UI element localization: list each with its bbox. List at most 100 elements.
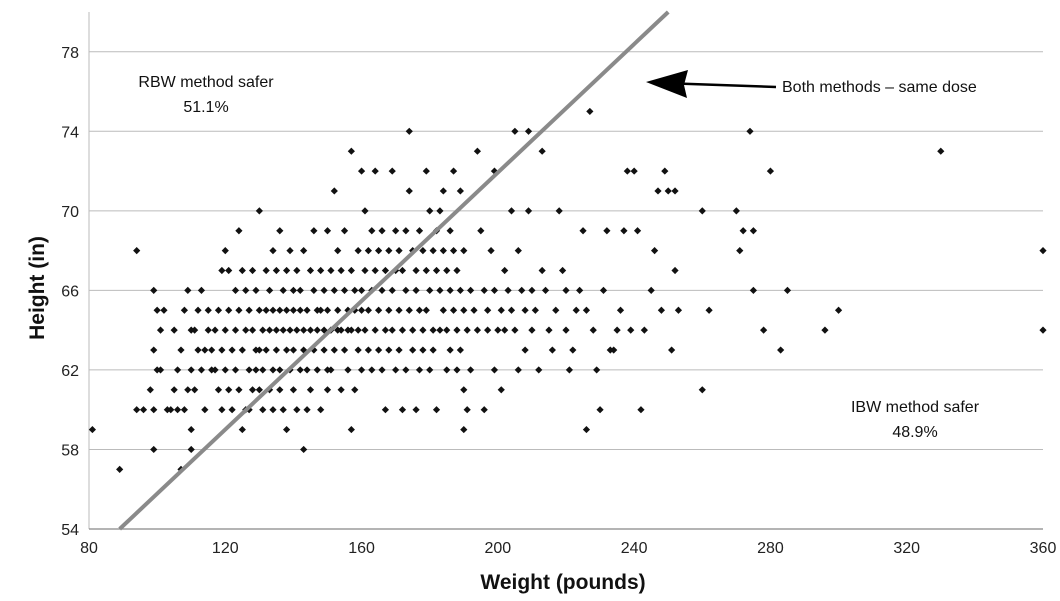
data-point: [139, 406, 148, 414]
data-point: [746, 127, 754, 135]
data-point: [231, 286, 240, 294]
data-point: [296, 366, 304, 374]
data-point: [524, 207, 533, 215]
data-point: [221, 366, 229, 374]
data-point: [276, 227, 284, 235]
data-point: [272, 326, 280, 334]
data-point: [303, 366, 311, 374]
data-point: [507, 207, 516, 215]
data-point: [116, 465, 124, 473]
data-point: [375, 247, 383, 255]
rbw-safer-label: RBW method safer: [138, 74, 274, 91]
data-point: [596, 406, 604, 414]
data-point: [204, 326, 212, 334]
data-point: [569, 346, 577, 354]
data-point: [167, 406, 175, 414]
data-point: [582, 306, 591, 314]
arrow-annotation: Both methods – same dose: [646, 70, 977, 98]
data-point: [422, 167, 430, 175]
data-point: [531, 306, 539, 314]
data-point: [521, 306, 529, 314]
data-point: [484, 326, 492, 334]
data-point: [173, 366, 182, 374]
data-point: [279, 286, 287, 294]
data-point: [760, 326, 768, 334]
data-point: [269, 366, 277, 374]
x-tick-labels: 80 120 160 200 240 280 320 360: [80, 540, 1056, 557]
data-point: [180, 406, 188, 414]
data-point: [177, 346, 185, 354]
data-point: [361, 326, 369, 334]
data-point: [439, 187, 447, 195]
data-point: [668, 346, 676, 354]
y-tick-label-58: 58: [61, 442, 79, 459]
data-point: [354, 346, 362, 354]
data-point: [283, 266, 291, 275]
data-point: [637, 406, 645, 414]
data-point: [300, 326, 308, 334]
data-point: [242, 326, 250, 334]
data-point: [473, 326, 482, 334]
data-point: [538, 147, 546, 155]
data-point: [538, 266, 546, 275]
data-point: [432, 406, 441, 414]
data-point: [415, 227, 424, 235]
data-point: [654, 187, 662, 195]
data-point: [463, 406, 471, 414]
data-point: [378, 227, 386, 235]
data-point: [306, 386, 315, 394]
y-tick-labels: 54 58 62 66 70 74 78: [61, 45, 79, 539]
data-point: [327, 366, 335, 374]
data-point: [405, 306, 413, 314]
data-point: [576, 286, 584, 294]
data-point: [562, 286, 570, 294]
data-point: [245, 306, 253, 314]
data-point: [412, 406, 420, 414]
data-point: [303, 306, 311, 314]
data-point: [340, 346, 349, 354]
data-point: [562, 326, 570, 334]
data-point: [497, 306, 505, 314]
data-point: [657, 306, 665, 314]
arrow-label: Both methods – same dose: [782, 79, 977, 96]
data-point: [395, 346, 403, 354]
data-point: [398, 326, 407, 334]
data-point: [153, 306, 161, 314]
data-point: [449, 306, 458, 314]
data-point: [511, 127, 519, 135]
data-point: [228, 406, 236, 414]
data-point: [218, 406, 226, 414]
data-point: [214, 306, 223, 314]
data-point: [211, 366, 219, 374]
data-point: [197, 286, 206, 294]
data-point: [269, 247, 277, 255]
data-point: [453, 366, 461, 374]
data-point: [262, 346, 270, 354]
data-point: [419, 326, 427, 334]
data-point: [221, 326, 229, 334]
data-point: [467, 286, 475, 294]
x-tick-label-160: 160: [348, 540, 375, 557]
data-point: [436, 286, 444, 294]
data-point: [211, 326, 219, 334]
data-point: [259, 366, 267, 374]
data-point: [303, 406, 311, 414]
data-point: [378, 286, 386, 294]
data-point: [395, 306, 403, 314]
data-point: [426, 207, 434, 215]
data-point: [490, 366, 499, 374]
data-point: [286, 247, 294, 255]
data-point: [235, 386, 243, 394]
data-point: [392, 366, 400, 374]
equal-dose-line: [118, 10, 670, 531]
data-point: [265, 326, 274, 334]
data-point: [296, 286, 304, 294]
data-point: [265, 286, 274, 294]
data-point: [402, 366, 410, 374]
data-point: [375, 306, 383, 314]
data-point: [255, 386, 263, 394]
data-point: [473, 147, 482, 155]
data-point: [783, 286, 792, 294]
data-point: [453, 326, 461, 334]
data-point: [221, 247, 229, 255]
